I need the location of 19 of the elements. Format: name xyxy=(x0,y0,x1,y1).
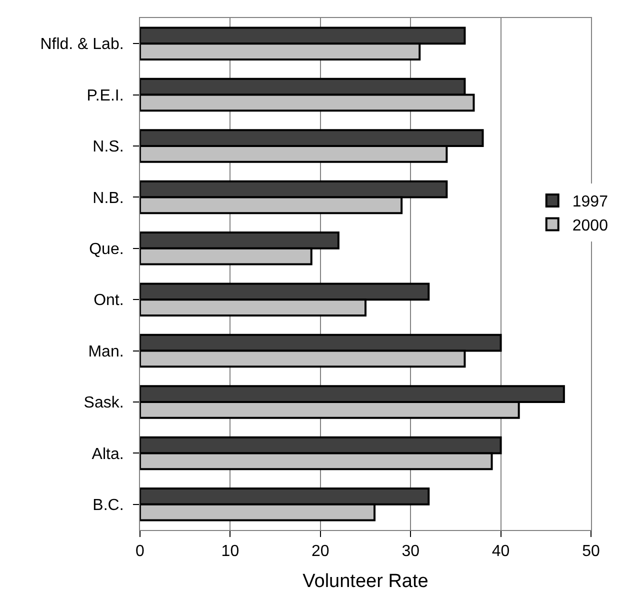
y-tick-label: N.S. xyxy=(92,138,124,156)
legend-label: 2000 xyxy=(572,218,608,234)
x-tick-label: 10 xyxy=(221,543,240,560)
y-tick-label: Nfld. & Lab. xyxy=(40,36,124,54)
x-tick-label: 50 xyxy=(582,543,600,560)
legend-label: 1997 xyxy=(572,194,608,211)
y-tick-label: Que. xyxy=(89,241,124,258)
x-tick-label: 40 xyxy=(492,543,510,560)
x-axis-title: Volunteer Rate xyxy=(302,571,428,592)
y-tick-label: Alta. xyxy=(92,446,124,463)
x-tick-label: 30 xyxy=(402,543,420,560)
y-tick-label: Man. xyxy=(88,343,124,360)
y-tick-label: B.C. xyxy=(92,497,124,514)
y-tick-label: Ont. xyxy=(94,292,124,310)
x-tick-label: 20 xyxy=(312,543,330,560)
y-tick-label: P.E.I. xyxy=(86,87,124,104)
y-tick-label: N.B. xyxy=(92,190,124,207)
x-tick-label: 0 xyxy=(136,543,145,560)
y-tick-label: Sask. xyxy=(84,394,124,412)
